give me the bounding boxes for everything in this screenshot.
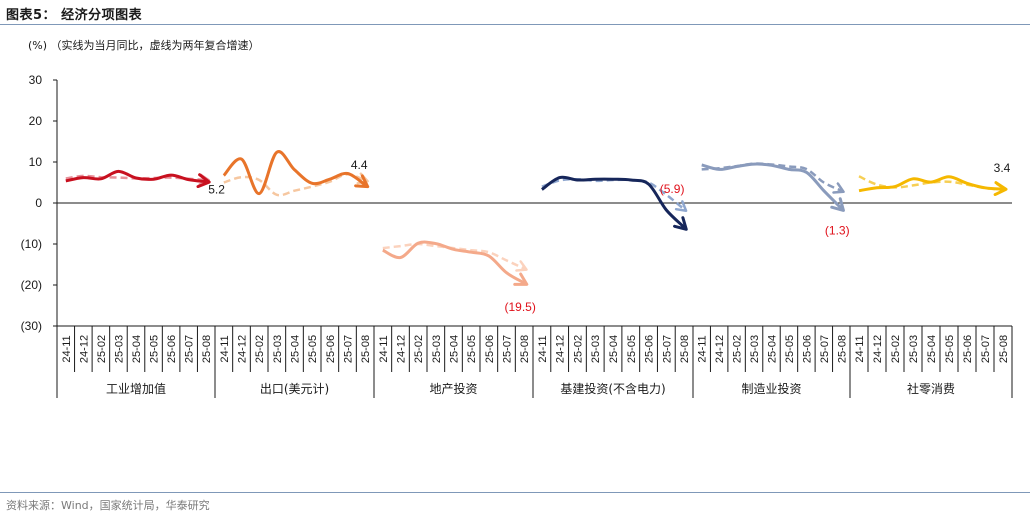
x-tick-label: 25-02 bbox=[254, 335, 266, 363]
x-tick-label: 24-11 bbox=[854, 335, 866, 362]
x-tick-label: 24-11 bbox=[378, 335, 390, 362]
x-tick-label: 25-07 bbox=[502, 335, 514, 363]
x-tick-label: 24-12 bbox=[872, 335, 884, 363]
x-tick-label: 25-04 bbox=[290, 335, 302, 363]
group-label: 出口(美元计) bbox=[260, 382, 329, 396]
y-tick-label: 10 bbox=[29, 155, 43, 169]
x-tick-label: 25-06 bbox=[644, 335, 656, 363]
y-tick-label: (20) bbox=[21, 278, 42, 292]
x-tick-label: 25-05 bbox=[784, 335, 796, 363]
y-tick-label: 0 bbox=[35, 196, 42, 210]
x-tick-label: 24-12 bbox=[714, 335, 726, 363]
line-chart: 30 20 10 0 (10) (20) (30) 24-11 24-12 25-02 25-03 2… bbox=[21, 73, 1013, 398]
unit-note: (%) （实线为当月同比，虚线为两年复合增速） bbox=[28, 39, 260, 52]
group-label: 工业增加值 bbox=[106, 381, 166, 396]
x-tick-label: 24-11 bbox=[219, 335, 231, 362]
x-tick-label: 24-12 bbox=[78, 335, 90, 363]
x-tick-label: 25-05 bbox=[944, 335, 956, 363]
series-line-solid bbox=[858, 175, 1008, 197]
group-label: 地产投资 bbox=[429, 381, 477, 396]
series-line-solid bbox=[541, 175, 688, 231]
x-tick-label: 25-02 bbox=[96, 335, 108, 363]
x-tick-label: 25-08 bbox=[836, 335, 848, 363]
y-tick-label: 30 bbox=[29, 73, 43, 87]
group-label: 基建投资(不含电力) bbox=[560, 381, 665, 396]
x-tick-label: 25-07 bbox=[184, 335, 196, 363]
end-value-label: (19.5) bbox=[504, 300, 535, 314]
x-tick-label: 25-02 bbox=[890, 335, 902, 363]
series-line-solid bbox=[222, 150, 370, 196]
series-line-solid bbox=[701, 162, 845, 212]
title-divider bbox=[0, 24, 1030, 25]
x-tick-label: 25-05 bbox=[626, 335, 638, 363]
x-tick-label: 25-08 bbox=[360, 335, 372, 363]
end-value-label: (5.9) bbox=[660, 182, 685, 196]
x-tick-label: 25-06 bbox=[325, 335, 337, 363]
end-value-label: 4.4 bbox=[351, 158, 368, 172]
x-tick-label: 25-02 bbox=[732, 335, 744, 363]
series-line-dashed bbox=[223, 172, 369, 197]
group-label: 制造业投资 bbox=[741, 381, 801, 396]
end-value-label: 5.2 bbox=[208, 183, 225, 197]
x-tick-label: 25-03 bbox=[908, 335, 920, 363]
x-tick-label: 25-03 bbox=[590, 335, 602, 363]
x-tick-label: 25-04 bbox=[131, 335, 143, 363]
x-tick-label: 25-07 bbox=[819, 335, 831, 363]
x-tick-label: 25-02 bbox=[413, 335, 425, 363]
footer-divider bbox=[0, 492, 1030, 493]
x-tick-label: 25-07 bbox=[661, 335, 673, 363]
x-tick-label: 25-04 bbox=[926, 335, 938, 363]
x-tick-label: 25-07 bbox=[980, 335, 992, 363]
end-value-label: 3.4 bbox=[994, 161, 1011, 175]
x-tick-label: 25-03 bbox=[113, 335, 125, 363]
x-tick-label: 25-03 bbox=[749, 335, 761, 363]
x-tick-label: 24-12 bbox=[396, 335, 408, 363]
x-tick-label: 25-05 bbox=[466, 335, 478, 363]
x-tick-label: 24-11 bbox=[537, 335, 549, 362]
end-value-label: (1.3) bbox=[825, 223, 850, 237]
x-tick-label: 25-03 bbox=[272, 335, 284, 363]
x-tick-label: 25-08 bbox=[679, 335, 691, 363]
x-tick-label: 25-06 bbox=[484, 335, 496, 363]
y-tick-label: (30) bbox=[21, 319, 42, 333]
x-tick-label: 24-11 bbox=[697, 335, 709, 362]
x-tick-label: 25-08 bbox=[998, 335, 1010, 363]
series-line-solid bbox=[65, 169, 211, 189]
x-tick-label: 25-06 bbox=[962, 335, 974, 363]
x-tick-label: 25-07 bbox=[343, 335, 355, 363]
source-note: 资料来源：Wind，国家统计局，华泰研究 bbox=[6, 499, 210, 512]
y-tick-label: (10) bbox=[21, 237, 42, 251]
x-tick-label: 25-03 bbox=[431, 335, 443, 363]
x-tick-label: 25-02 bbox=[572, 335, 584, 363]
chart-title: 图表5： 经济分项图表 bbox=[6, 8, 143, 23]
group-label: 社零消费 bbox=[907, 381, 955, 396]
x-tick-label: 25-08 bbox=[201, 335, 213, 363]
x-tick-label: 25-08 bbox=[519, 335, 531, 363]
series-line-solid bbox=[382, 240, 529, 286]
x-tick-label: 25-04 bbox=[449, 335, 461, 363]
x-tick-label: 25-06 bbox=[801, 335, 813, 363]
x-tick-label: 25-04 bbox=[608, 335, 620, 363]
x-tick-label: 25-05 bbox=[307, 335, 319, 363]
x-tick-label: 25-06 bbox=[166, 335, 178, 363]
x-tick-label: 25-05 bbox=[149, 335, 161, 363]
y-tick-label: 20 bbox=[29, 114, 43, 128]
x-tick-label: 24-11 bbox=[61, 335, 73, 362]
x-tick-label: 24-12 bbox=[237, 335, 249, 363]
x-tick-label: 25-04 bbox=[767, 335, 779, 363]
x-tick-label: 24-12 bbox=[555, 335, 567, 363]
